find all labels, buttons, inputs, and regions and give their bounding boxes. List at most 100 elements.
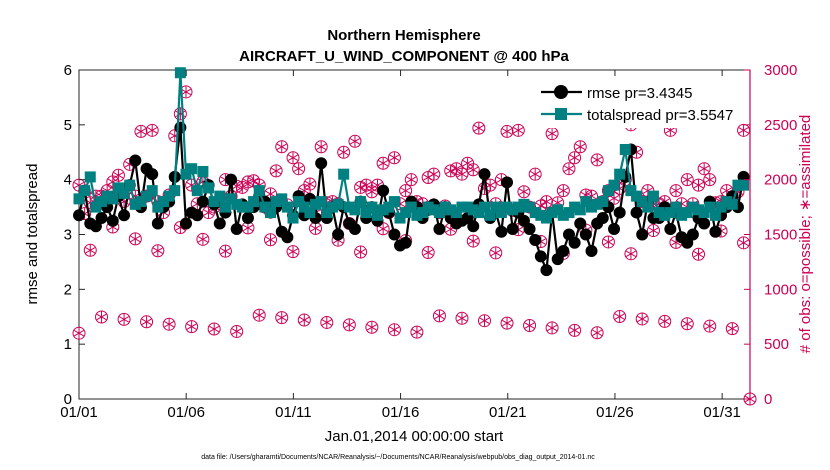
totalspread-point [293, 196, 305, 208]
obs-marker-lower [421, 245, 435, 259]
obs-possible-circle [230, 324, 244, 338]
obs-marker-lower [72, 326, 86, 340]
obs-assimilated-star [321, 319, 332, 326]
obs-possible-circle [286, 151, 300, 165]
totalspread-point [191, 185, 203, 197]
totalspread-point [569, 201, 581, 213]
obs-possible-circle [410, 325, 424, 339]
rmse-point [664, 223, 677, 236]
obs-assimilated-star [642, 187, 653, 194]
totalspread-point [332, 198, 344, 210]
obs-possible-circle [376, 156, 390, 170]
obs-assimilated-star [85, 247, 96, 254]
rmse-point [241, 212, 254, 225]
obs-marker-lower [455, 311, 469, 325]
obs-possible-circle [145, 123, 159, 137]
obs-assimilated-star [682, 320, 693, 327]
obs-assimilated-star [293, 165, 304, 172]
obs-possible-circle [489, 246, 503, 260]
obs-assimilated-star [248, 177, 259, 184]
totalspread-point [653, 207, 665, 219]
obs-marker-upper [568, 151, 582, 165]
totalspread-point [704, 201, 716, 213]
rmse-point [467, 220, 480, 233]
obs-assimilated-star [378, 160, 389, 167]
y-right-tick-label: 2500 [764, 117, 797, 134]
obs-assimilated-star [361, 181, 372, 189]
rmse-point [709, 225, 722, 238]
totalspread-point [371, 209, 383, 221]
totalspread-point [676, 209, 688, 221]
obs-assimilated-star [462, 160, 473, 167]
totalspread-point [738, 179, 750, 191]
legend-spread-label: totalspread pr=3.5547 [587, 107, 733, 124]
totalspread-point [501, 201, 513, 213]
obs-possible-circle [517, 185, 531, 199]
totalspread-point [467, 204, 479, 216]
obs-assimilated-star [451, 165, 462, 172]
y-right-tick-label: 500 [764, 336, 789, 353]
obs-assimilated-star [130, 235, 141, 243]
obs-marker-upper [703, 173, 717, 187]
obs-marker-lower [489, 246, 503, 260]
obs-possible-circle [624, 247, 638, 261]
rmse-point [478, 168, 491, 181]
obs-possible-circle [72, 326, 86, 340]
obs-marker-lower [658, 314, 672, 328]
totalspread-point [631, 190, 643, 202]
totalspread-point [79, 185, 91, 197]
y-axis-left-ticks: 0 1 2 3 4 5 6 [64, 62, 85, 408]
obs-assimilated-star [254, 312, 265, 319]
totalspread-point [647, 190, 659, 202]
obs-assimilated-star [682, 176, 693, 183]
obs-assimilated-star [665, 127, 676, 134]
obs-assimilated-star [237, 184, 248, 191]
obs-marker-lower [432, 309, 446, 323]
totalspread-point [270, 196, 282, 208]
totalspread-point [636, 196, 648, 208]
obs-marker-lower [320, 315, 334, 329]
obs-assimilated-star [547, 324, 558, 332]
obs-possible-circle [95, 310, 109, 324]
obs-possible-circle [528, 167, 542, 181]
totalspread-point [304, 207, 316, 219]
y-left-tick-label: 5 [64, 117, 72, 134]
totalspread-point [236, 201, 248, 213]
obs-possible-circle [590, 153, 604, 167]
obs-marker-lower [725, 322, 739, 336]
obs-assimilated-star [164, 321, 175, 328]
totalspread-point [619, 144, 631, 156]
obs-possible-circle [354, 245, 368, 259]
obs-marker-upper [539, 195, 553, 209]
obs-marker-lower [703, 319, 717, 333]
obs-assimilated-star [659, 318, 670, 325]
totalspread-point [186, 163, 198, 175]
totalspread-point [512, 201, 524, 213]
rmse-point [534, 250, 547, 263]
obs-marker-upper [292, 162, 306, 176]
obs-marker-upper [500, 124, 514, 138]
totalspread-point [231, 198, 243, 210]
obs-assimilated-star [727, 325, 738, 332]
obs-possible-circle [669, 184, 683, 198]
totalspread-point [343, 201, 355, 213]
totalspread-point [355, 196, 367, 208]
obs-assimilated-star [265, 190, 276, 198]
obs-assimilated-star [96, 313, 107, 321]
obs-possible-circle [590, 326, 604, 340]
totalspread-point [445, 204, 457, 216]
x-tick-label: 01/26 [596, 404, 634, 421]
totalspread-point [287, 212, 299, 224]
obs-marker-lower [590, 326, 604, 340]
rmse-point [529, 233, 542, 246]
obs-marker-upper [286, 151, 300, 165]
obs-assimilated-star [592, 329, 603, 336]
obs-marker-upper [376, 156, 390, 170]
y-right-tick-label: 2000 [764, 172, 797, 189]
obs-possible-circle [348, 134, 362, 148]
obs-marker-lower [635, 312, 649, 326]
obs-possible-circle [568, 323, 582, 337]
y-left-tick-label: 1 [64, 336, 72, 353]
obs-marker-lower [613, 310, 627, 324]
obs-marker-lower [680, 317, 694, 331]
